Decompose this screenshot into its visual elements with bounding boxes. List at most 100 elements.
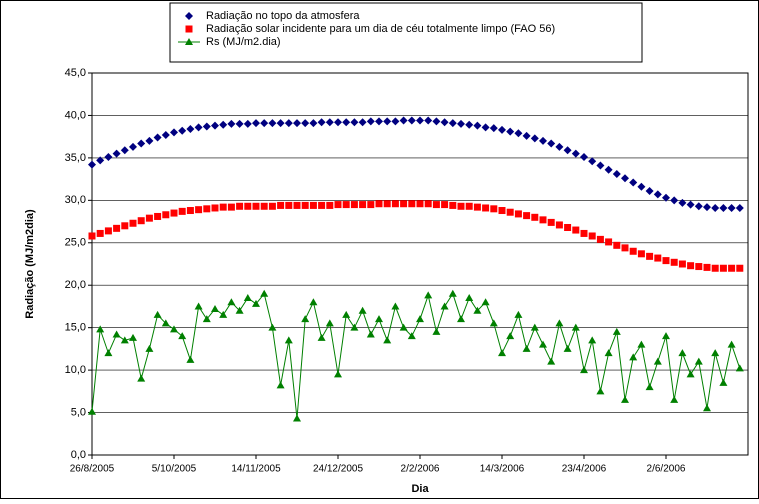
data-point [662, 257, 670, 265]
data-point [211, 304, 219, 312]
data-point [153, 133, 162, 142]
data-point [662, 193, 670, 202]
data-point [530, 134, 539, 143]
data-point [186, 355, 195, 363]
data-point [235, 306, 244, 314]
data-point [293, 119, 301, 128]
data-point [309, 298, 318, 306]
data-point [342, 201, 350, 209]
data-point [260, 119, 269, 128]
data-point [588, 336, 597, 344]
x-tick-label: 5/10/2005 [152, 464, 197, 475]
data-point [686, 370, 695, 378]
data-point [235, 119, 244, 128]
data-point [596, 387, 605, 395]
data-point [686, 200, 695, 209]
data-point [424, 200, 432, 208]
data-point [489, 319, 498, 327]
data-point [120, 336, 129, 344]
data-point [301, 201, 309, 209]
data-point [481, 298, 490, 306]
data-point [481, 123, 490, 132]
data-point [88, 160, 96, 169]
data-point [366, 117, 375, 126]
legend-label: Rs (MJ/m2.dia) [206, 36, 281, 48]
data-point [317, 333, 326, 341]
data-point [325, 319, 334, 327]
data-point [670, 196, 679, 205]
data-point [325, 118, 334, 127]
data-point [465, 293, 474, 301]
data-point [530, 323, 539, 331]
data-point [498, 349, 506, 357]
data-point [711, 349, 720, 357]
data-point [432, 327, 441, 335]
data-point [112, 330, 121, 338]
data-point [736, 264, 744, 272]
data-point [129, 142, 137, 151]
data-point [621, 244, 629, 252]
data-point [202, 315, 211, 323]
data-point [424, 291, 433, 299]
x-tick-label: 2/2/2006 [401, 464, 440, 475]
data-point [178, 207, 186, 215]
data-point [293, 414, 301, 422]
legend-marker [185, 12, 193, 20]
data-point [612, 327, 621, 335]
data-point [563, 146, 572, 155]
data-point [219, 203, 227, 211]
x-tick-label: 23/4/2006 [562, 464, 607, 475]
data-point [350, 118, 359, 127]
data-point [695, 263, 703, 271]
data-point [194, 302, 203, 310]
data-point [637, 250, 645, 258]
data-point [727, 203, 736, 212]
data-point [129, 333, 137, 341]
y-tick-label: 10,0 [65, 364, 86, 376]
data-point [129, 219, 137, 227]
data-point [670, 258, 678, 266]
data-point [596, 235, 604, 243]
y-tick-label: 5,0 [71, 406, 86, 418]
data-point [416, 200, 424, 208]
data-point [735, 364, 744, 372]
data-point [293, 201, 301, 209]
data-point [170, 128, 178, 137]
data-point [465, 120, 474, 129]
legend-marker [185, 38, 193, 45]
data-point [473, 121, 482, 130]
data-point [728, 264, 736, 272]
data-point [457, 202, 465, 210]
data-point [678, 260, 686, 268]
data-point [326, 201, 334, 209]
data-point [96, 229, 104, 237]
data-point [547, 357, 556, 365]
data-point [654, 254, 662, 262]
data-point [645, 186, 654, 195]
data-point [719, 378, 728, 386]
data-point [154, 212, 162, 220]
data-point [703, 263, 711, 271]
data-point [580, 366, 588, 374]
data-point [121, 222, 129, 230]
data-point [407, 332, 416, 340]
y-tick-label: 45,0 [65, 67, 86, 79]
data-point [391, 117, 400, 126]
data-point [662, 332, 670, 340]
data-point [555, 319, 564, 327]
data-point [547, 139, 556, 148]
data-point [482, 204, 490, 212]
data-point [506, 332, 515, 340]
data-point [564, 223, 572, 231]
data-point [457, 315, 465, 323]
x-tick-label: 14/11/2005 [231, 464, 281, 475]
data-point [498, 207, 506, 215]
data-point [211, 121, 219, 130]
data-point [719, 264, 727, 272]
data-point [277, 201, 285, 209]
data-point [202, 122, 211, 131]
data-point [227, 203, 235, 211]
data-point [236, 202, 244, 210]
data-point [670, 395, 679, 403]
